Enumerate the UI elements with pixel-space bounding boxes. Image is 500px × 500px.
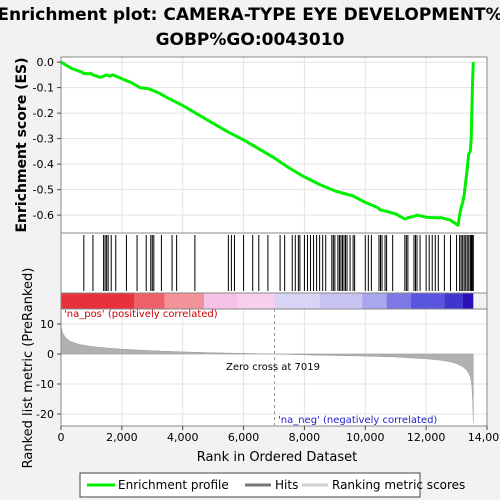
legend-profile-label: Enrichment profile: [118, 478, 229, 492]
x-tick-label: 6,000: [228, 431, 260, 444]
metric-y-ticks: 10 0 -10 -20: [36, 318, 61, 421]
color-bar-segment: [462, 293, 474, 309]
legend: Enrichment profile Hits Ranking metric s…: [79, 472, 465, 498]
color-bar-segment: [410, 293, 445, 309]
hits-marks: [83, 235, 474, 291]
color-bar-segment: [204, 293, 238, 309]
es-y-ticks: 0.0 -0.1 -0.2 -0.3 -0.4 -0.5 -0.6: [33, 56, 61, 222]
color-bar-segment: [386, 293, 411, 309]
hits-panel: [60, 232, 488, 294]
color-bar-segment: [444, 293, 463, 309]
x-tick-label: 14,000: [468, 431, 500, 444]
color-bar-segment: [362, 293, 387, 309]
positive-correlation-label: 'na_pos' (positively correlated): [64, 309, 218, 320]
metric-tick-label: -20: [36, 408, 54, 421]
metric-tick-label: 0: [47, 348, 54, 361]
zero-cross-label: Zero cross at 7019: [226, 362, 320, 373]
es-plot-area: [61, 57, 487, 233]
x-tick-label: 8,000: [289, 431, 321, 444]
es-tick-label: -0.5: [33, 184, 54, 197]
es-tick-label: -0.6: [33, 209, 54, 222]
enrichment-profile-line: [60, 60, 475, 227]
x-tick-label: 4,000: [167, 431, 199, 444]
es-axis-title: Enrichment score (ES): [14, 57, 30, 232]
x-axis-ticks: 0 2,000 4,000 6,000 8,000 10,000 12,000 14,000: [58, 426, 500, 444]
legend-metric-label: Ranking metric scores: [332, 478, 465, 492]
x-tick-label: 10,000: [346, 431, 385, 444]
ranking-color-bar: [60, 292, 488, 310]
es-tick-label: -0.4: [33, 158, 54, 171]
color-bar-segment: [237, 293, 275, 309]
es-tick-label: -0.1: [33, 82, 54, 95]
x-tick-label: 2,000: [106, 431, 138, 444]
es-tick-label: -0.3: [33, 133, 54, 146]
color-bar-segment: [164, 293, 205, 309]
ranking-metric-area: [60, 325, 474, 424]
chart-title-line2: GOBP%GO:0043010: [156, 30, 345, 50]
x-axis-title: Rank in Ordered Dataset: [197, 450, 358, 465]
color-bar-segment: [61, 293, 135, 309]
color-bar-segment: [319, 293, 363, 309]
color-bar-segment: [134, 293, 165, 309]
metric-plot-area: [61, 309, 487, 426]
es-tick-label: 0.0: [37, 56, 55, 69]
metric-tick-label: 10: [40, 318, 54, 331]
x-tick-label: 12,000: [407, 431, 446, 444]
metric-plot-border: [60, 308, 488, 427]
x-tick-label: 0: [58, 431, 65, 444]
legend-hits-label: Hits: [275, 478, 298, 492]
metric-axis-title: Ranked list metric (PreRanked): [21, 268, 36, 469]
negative-correlation-label: 'na_neg' (negatively correlated): [278, 415, 437, 426]
metric-tick-label: -10: [36, 378, 54, 391]
es-tick-label: -0.2: [33, 107, 54, 120]
color-bar-segment: [274, 293, 320, 309]
chart-title-line1: Enrichment plot: CAMERA-TYPE EYE DEVELOP…: [0, 5, 500, 25]
